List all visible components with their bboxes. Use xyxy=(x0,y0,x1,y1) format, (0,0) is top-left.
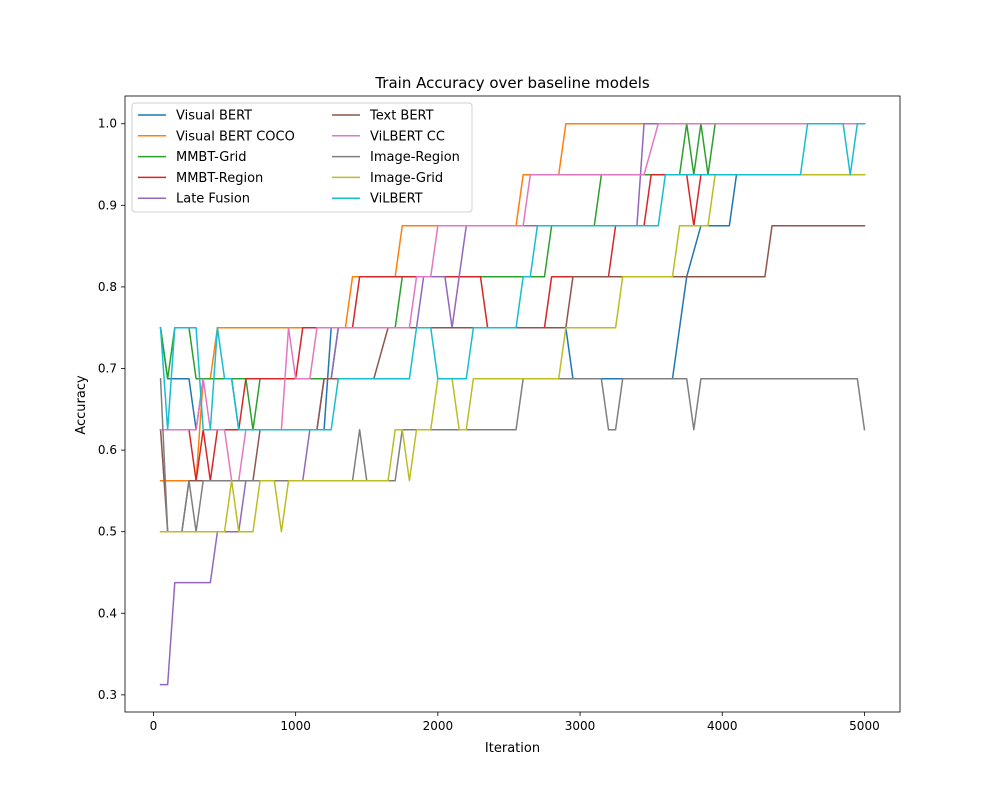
x-tick-label: 4000 xyxy=(707,719,738,733)
legend-label: Visual BERT COCO xyxy=(176,129,295,144)
y-tick-label: 1.0 xyxy=(98,117,117,131)
y-tick-label: 0.9 xyxy=(98,198,117,212)
legend-label: Image-Region xyxy=(370,150,460,165)
legend-label: Visual BERT xyxy=(176,109,252,124)
y-tick-label: 0.6 xyxy=(98,443,117,457)
plot-area xyxy=(159,122,866,686)
y-tick-label: 0.7 xyxy=(98,362,117,376)
x-tick-label: 3000 xyxy=(565,719,596,733)
series-line-image-region xyxy=(159,377,866,533)
legend-label: MMBT-Region xyxy=(176,171,263,186)
legend-label: ViLBERT CC xyxy=(370,129,445,144)
y-tick-label: 0.5 xyxy=(98,525,117,539)
legend-label: MMBT-Grid xyxy=(176,150,247,165)
y-tick-label: 0.4 xyxy=(98,606,117,620)
legend-label: ViLBERT xyxy=(370,192,423,207)
x-tick-label: 1000 xyxy=(280,719,311,733)
series-line-image-grid xyxy=(159,173,866,533)
legend-label: Image-Grid xyxy=(370,171,443,186)
series-line-visual-bert xyxy=(159,173,866,431)
y-tick-label: 0.8 xyxy=(98,280,117,294)
x-tick-label: 0 xyxy=(150,719,158,733)
series-line-vilbert-cc xyxy=(159,122,866,482)
legend-box xyxy=(131,102,473,213)
x-tick-label: 2000 xyxy=(423,719,454,733)
x-axis-label: Iteration xyxy=(485,741,540,756)
y-axis-label: Accuracy xyxy=(74,375,89,435)
x-tick-label: 5000 xyxy=(849,719,880,733)
chart-title: Train Accuracy over baseline models xyxy=(374,74,650,92)
legend-label: Late Fusion xyxy=(176,192,250,207)
axes-frame xyxy=(124,95,901,713)
legend-label: Text BERT xyxy=(369,109,434,124)
series-line-vilbert xyxy=(159,122,866,431)
legend: Visual BERT Visual BERT COCO MMBT-Grid MMBT… xyxy=(131,102,473,213)
axes: 0 1000 2000 3000 4000 5000 0.3 0.4 0.5 0.6 0.7 0.8 0… xyxy=(98,95,901,733)
y-tick-label: 0.3 xyxy=(98,688,117,702)
